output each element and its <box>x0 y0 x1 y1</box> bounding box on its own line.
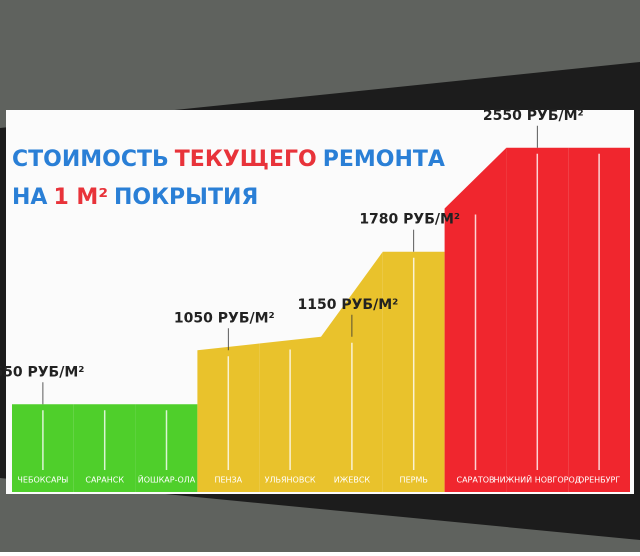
annotation-label: 1050 РУБ/М² <box>174 310 275 326</box>
annotation-label: 2550 РУБ/М² <box>483 108 584 124</box>
category-label: САРАНСК <box>85 476 124 485</box>
category-label: САРАТОВ <box>456 476 494 485</box>
title-word: РЕМОНТА <box>323 147 445 172</box>
title-line: НА 1 М² ПОКРЫТИЯ <box>12 185 258 210</box>
annotation-label: 650 РУБ/М² <box>0 364 84 380</box>
category-label: ИЖЕВСК <box>334 476 371 485</box>
annotation-label: 1780 РУБ/М² <box>359 212 460 228</box>
title-word: НА <box>12 185 47 210</box>
category-label: НИЖНИЙ НОВГОРОД <box>494 474 582 485</box>
category-label: ЙОШКАР-ОЛА <box>138 474 196 485</box>
category-label: УЛЬЯНОВСК <box>265 476 316 485</box>
title-word: ТЕКУЩЕГО <box>175 147 317 172</box>
category-label: ОРЕНБУРГ <box>578 476 620 485</box>
annotation-label: 1150 РУБ/М² <box>298 297 399 313</box>
title-line: СТОИМОСТЬ ТЕКУЩЕГО РЕМОНТА <box>12 147 445 172</box>
title-word: 1 М² <box>53 185 108 210</box>
title-word: СТОИМОСТЬ <box>12 147 169 172</box>
title-word: ПОКРЫТИЯ <box>114 185 258 210</box>
category-label: ЧЕБОКСАРЫ <box>17 476 68 485</box>
category-label: ПЕНЗА <box>214 476 242 485</box>
category-label: ПЕРМЬ <box>400 476 428 485</box>
